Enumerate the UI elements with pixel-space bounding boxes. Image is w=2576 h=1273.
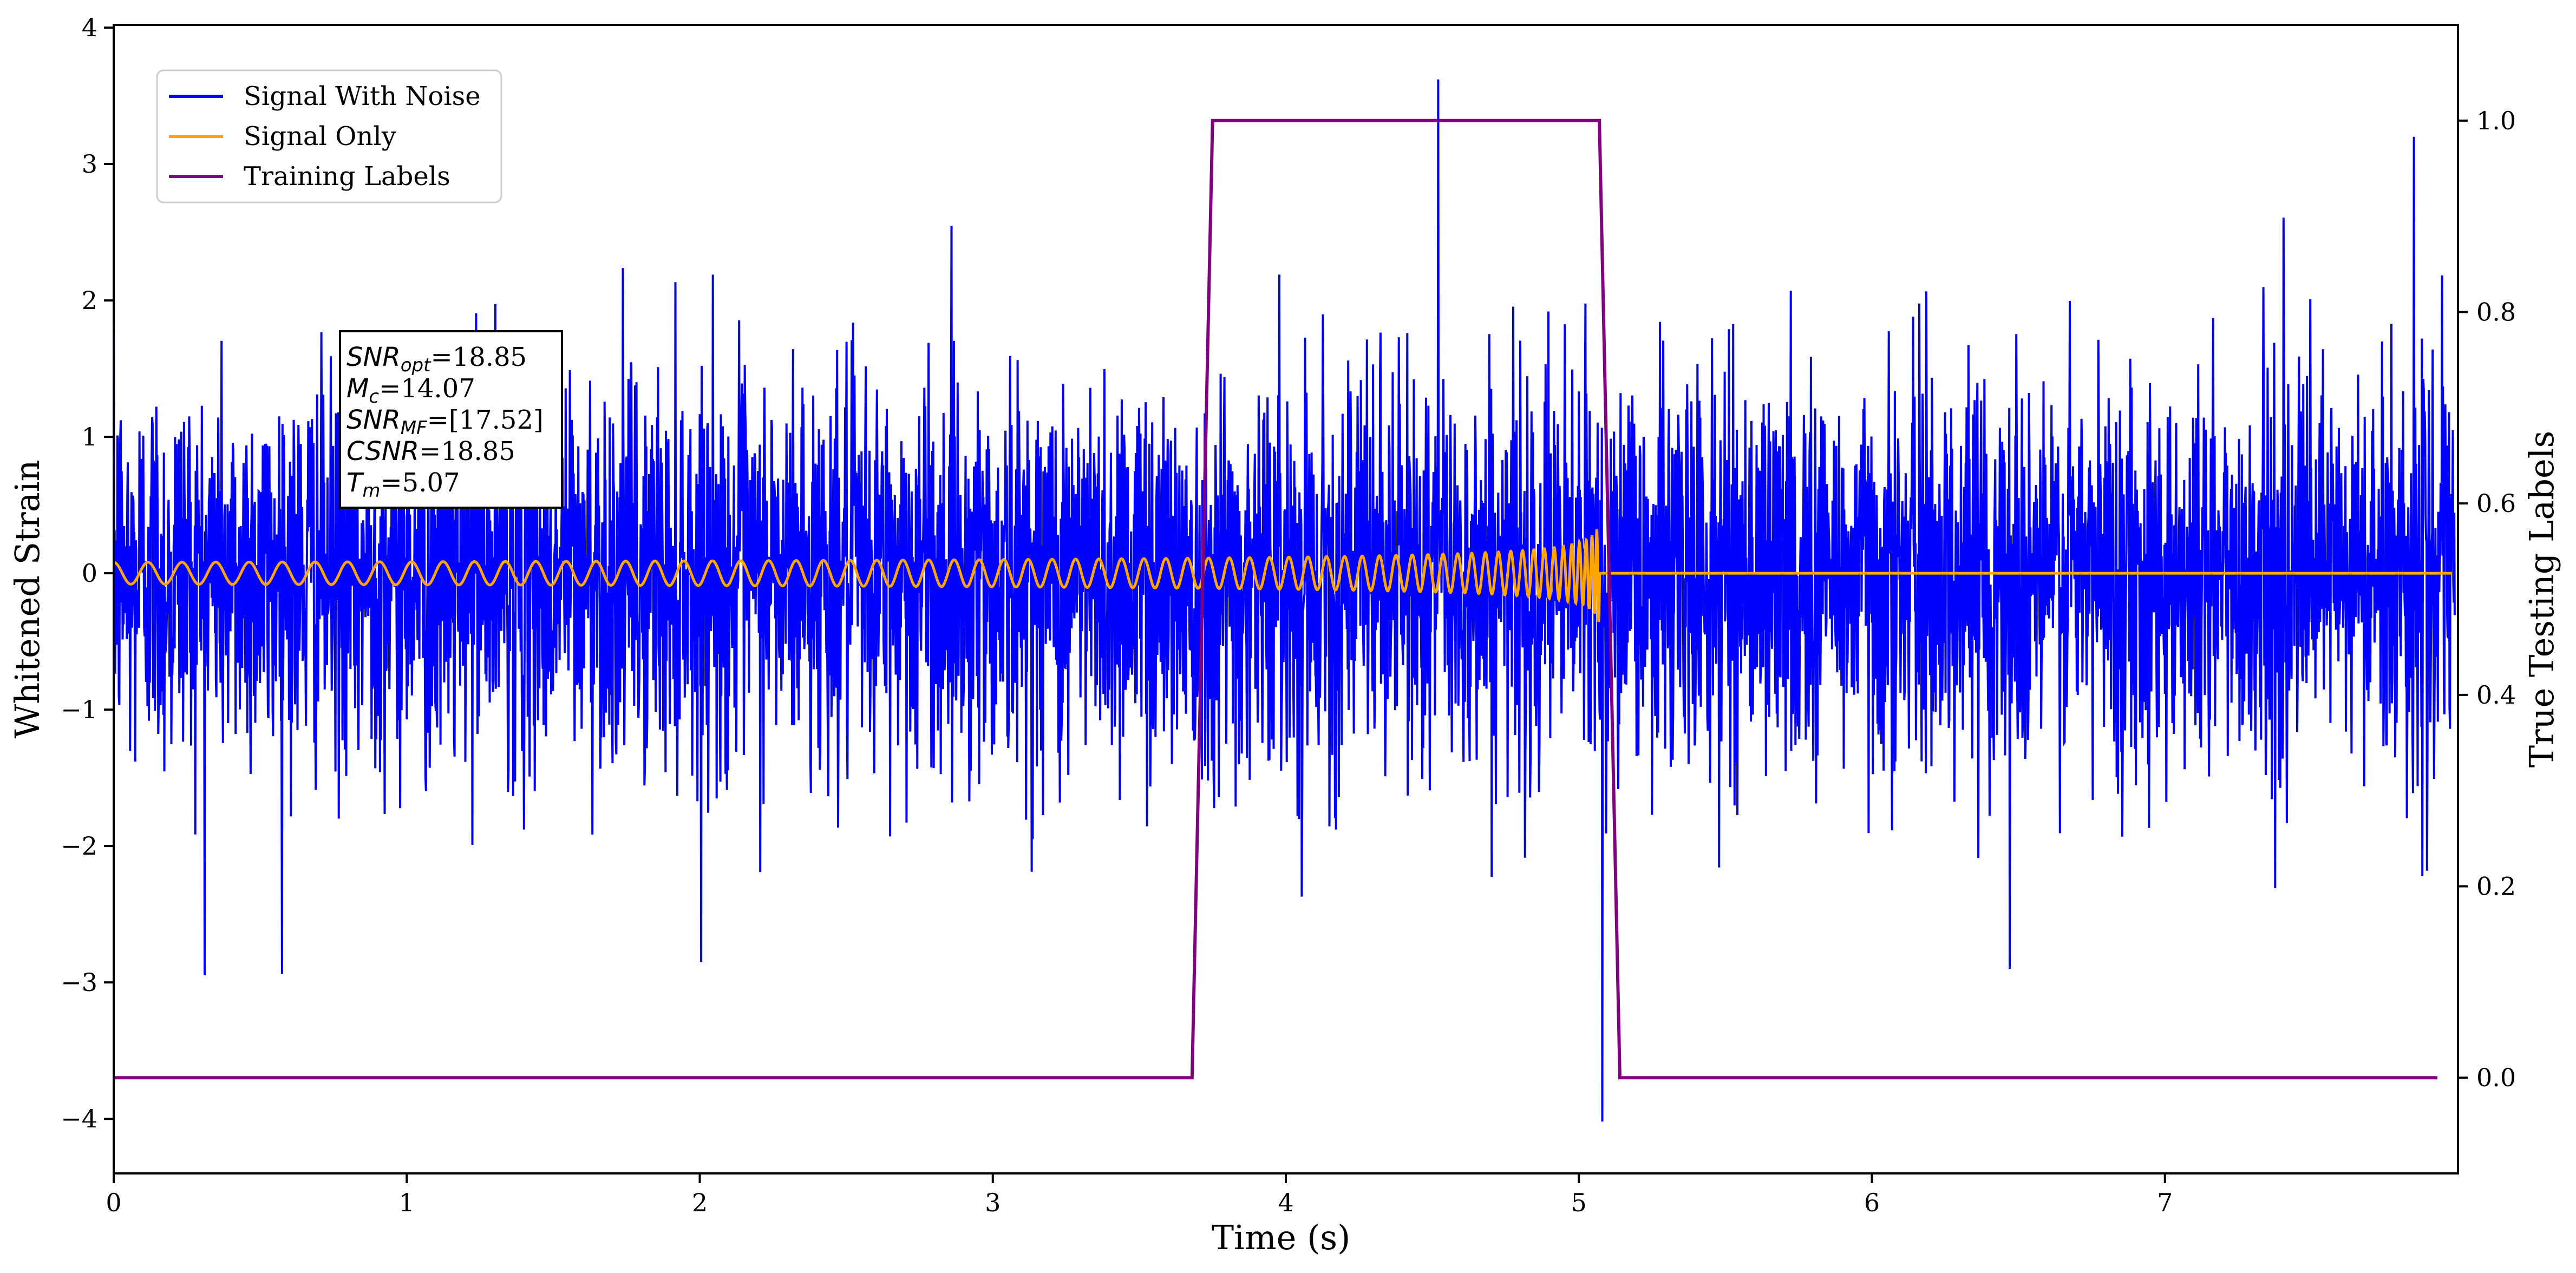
annotation-line: Mc=14.07 bbox=[346, 373, 475, 408]
legend-box bbox=[156, 69, 502, 204]
x-tick-label: 5 bbox=[1571, 1188, 1587, 1217]
y-tick-label: 4 bbox=[82, 13, 97, 42]
y-tick-label: 1 bbox=[82, 422, 97, 451]
x-tick-label: 0 bbox=[106, 1188, 121, 1217]
annotation-line: SNRopt=18.85 bbox=[346, 342, 527, 376]
y-axis-right: 0.0 0.2 0.4 0.6 0.8 1.0 bbox=[2458, 106, 2516, 1092]
y-tick-label: 2 bbox=[82, 286, 97, 315]
legend: Signal With Noise Signal Only Training L… bbox=[156, 69, 502, 204]
y-tick-label: −3 bbox=[61, 968, 97, 997]
annotation-box bbox=[339, 330, 563, 509]
legend-label-training-labels: Training Labels bbox=[244, 161, 450, 192]
x-tick-label: 2 bbox=[692, 1188, 708, 1217]
y2-axis-label: True Testing Labels bbox=[2522, 431, 2561, 768]
annotation-line: Tm=5.07 bbox=[346, 468, 460, 502]
y-tick-label: −1 bbox=[61, 695, 97, 724]
x-tick-label: 6 bbox=[1864, 1188, 1880, 1217]
x-tick-label: 1 bbox=[399, 1188, 415, 1217]
y-tick-label: −2 bbox=[61, 831, 97, 861]
y2-tick-label: 0.0 bbox=[2476, 1063, 2516, 1092]
x-tick-label: 4 bbox=[1278, 1188, 1293, 1217]
y2-tick-label: 0.4 bbox=[2476, 680, 2516, 710]
annotation-line: CSNR=18.85 bbox=[346, 436, 515, 467]
legend-label-signal-with-noise: Signal With Noise bbox=[244, 81, 481, 111]
annotation-lines: SNRopt=18.85Mc=14.07SNRMF=[17.52]CSNR=18… bbox=[346, 342, 544, 502]
y2-tick-label: 0.8 bbox=[2476, 298, 2516, 327]
y-axis-label: Whitened Strain bbox=[8, 460, 47, 739]
y-tick-label: 3 bbox=[82, 149, 97, 179]
y2-tick-label: 0.2 bbox=[2476, 872, 2516, 901]
signal-only-line bbox=[114, 529, 2453, 622]
x-axis-label: Time (s) bbox=[1212, 1218, 1351, 1257]
parameter-annotation: SNRopt=18.85Mc=14.07SNRMF=[17.52]CSNR=18… bbox=[339, 330, 563, 509]
y2-tick-label: 1.0 bbox=[2476, 106, 2516, 135]
training-labels-line bbox=[114, 119, 2438, 1080]
y-axis-left: −4 −3 −2 −1 0 1 2 3 4 bbox=[61, 13, 114, 1133]
y-tick-label: −4 bbox=[61, 1104, 97, 1133]
x-tick-label: 3 bbox=[985, 1188, 1001, 1217]
signal-with-noise-line bbox=[114, 79, 2456, 1122]
annotation-line: SNRMF=[17.52] bbox=[346, 405, 544, 439]
legend-label-signal-only: Signal Only bbox=[244, 121, 396, 152]
x-axis: 0 1 2 3 4 5 6 7 bbox=[106, 1173, 2173, 1217]
y-tick-label: 0 bbox=[82, 559, 97, 588]
y2-tick-label: 0.6 bbox=[2476, 489, 2516, 518]
x-tick-label: 7 bbox=[2157, 1188, 2173, 1217]
series-layer bbox=[114, 79, 2456, 1122]
